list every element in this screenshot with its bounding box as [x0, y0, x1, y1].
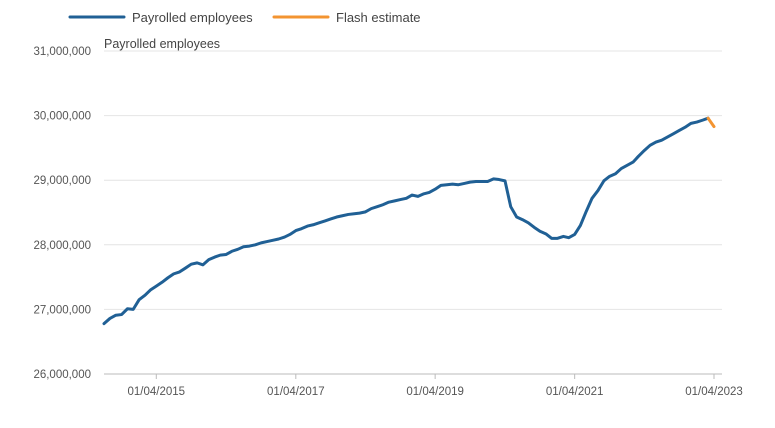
gridlines: [104, 50, 722, 310]
x-tick-label-4: 01/04/2023: [685, 386, 743, 398]
y-tick-label-3: 29,000,000: [33, 175, 91, 187]
legend: Payrolled employees Flash estimate: [68, 10, 421, 25]
y-tick-label-2: 28,000,000: [33, 240, 91, 252]
legend-label-payrolled: Payrolled employees: [132, 10, 253, 25]
series-group: [102, 116, 716, 326]
legend-label-flash: Flash estimate: [336, 10, 421, 25]
y-tick-label-4: 30,000,000: [33, 111, 91, 123]
y-tick-label-5: 31,000,000: [33, 46, 91, 58]
y-tick-label-1: 27,000,000: [33, 304, 91, 316]
x-tick-label-3: 01/04/2021: [546, 386, 604, 398]
y-axis-ticks: 26,000,000 27,000,000 28,000,000 29,000,000…: [33, 46, 91, 381]
x-tick-label-1: 01/04/2017: [267, 386, 325, 398]
x-tick-label-2: 01/04/2019: [406, 386, 464, 398]
y-axis-title: Payrolled employees: [104, 37, 220, 51]
y-tick-label-0: 26,000,000: [33, 369, 91, 381]
x-axis-ticks: 01/04/2015 01/04/2017 01/04/2019 01/04/2021…: [128, 374, 743, 398]
x-tick-label-0: 01/04/2015: [128, 386, 186, 398]
series-line-payrolled-employees: [102, 116, 710, 326]
series-line-flash-estimate: [706, 116, 716, 129]
